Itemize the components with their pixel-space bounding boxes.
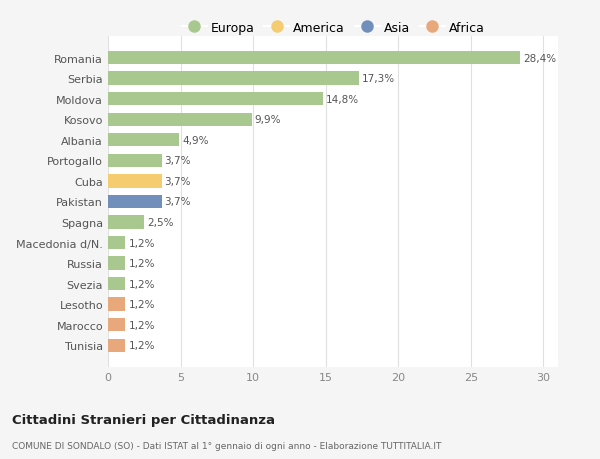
Bar (108, 319, 125, 332)
Bar (108, 93, 323, 106)
Text: 1,2%: 1,2% (128, 320, 155, 330)
Text: 1,2%: 1,2% (128, 300, 155, 309)
Text: 14,8%: 14,8% (326, 95, 359, 104)
Text: 9,9%: 9,9% (254, 115, 281, 125)
Text: 4,9%: 4,9% (182, 135, 209, 146)
Text: 28,4%: 28,4% (523, 53, 556, 63)
Text: 1,2%: 1,2% (128, 258, 155, 269)
Text: 3,7%: 3,7% (164, 176, 191, 186)
Text: 3,7%: 3,7% (164, 197, 191, 207)
Bar (108, 195, 162, 209)
Bar (108, 72, 359, 85)
Bar (108, 52, 520, 65)
Text: Cittadini Stranieri per Cittadinanza: Cittadini Stranieri per Cittadinanza (12, 413, 275, 426)
Bar (108, 277, 125, 291)
Bar (108, 154, 162, 168)
Text: 2,5%: 2,5% (147, 218, 173, 228)
Bar (108, 257, 125, 270)
Legend: Europa, America, Asia, Africa: Europa, America, Asia, Africa (176, 17, 490, 39)
Bar (108, 216, 144, 229)
Bar (108, 113, 252, 127)
Bar (108, 134, 179, 147)
Text: COMUNE DI SONDALO (SO) - Dati ISTAT al 1° gennaio di ogni anno - Elaborazione TU: COMUNE DI SONDALO (SO) - Dati ISTAT al 1… (12, 441, 442, 450)
Bar (108, 236, 125, 250)
Bar (108, 175, 162, 188)
Text: 1,2%: 1,2% (128, 279, 155, 289)
Text: 1,2%: 1,2% (128, 238, 155, 248)
Text: 1,2%: 1,2% (128, 341, 155, 351)
Bar (108, 339, 125, 352)
Text: 3,7%: 3,7% (164, 156, 191, 166)
Text: 17,3%: 17,3% (362, 74, 395, 84)
Bar (108, 298, 125, 311)
